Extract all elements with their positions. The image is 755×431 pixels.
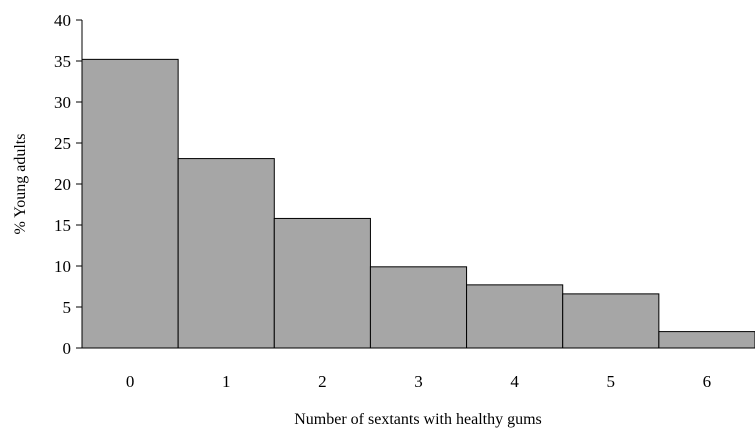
bar-0 [81, 58, 179, 349]
bar-4 [466, 284, 564, 349]
bar-5 [562, 293, 660, 349]
y-axis-ticks: 0 5 10 15 20 25 30 35 40 [54, 11, 82, 358]
bar-3 [369, 266, 468, 349]
x-tick-label: 1 [222, 372, 231, 391]
y-tick-label: 10 [54, 257, 71, 276]
x-tick-label: 3 [414, 372, 423, 391]
y-tick-label: 25 [54, 134, 71, 153]
bar-6 [658, 331, 755, 349]
y-tick-label: 30 [54, 93, 71, 112]
y-tick-label: 20 [54, 175, 71, 194]
x-tick-label: 0 [126, 372, 135, 391]
x-tick-label: 4 [510, 372, 519, 391]
y-tick-label: 35 [54, 52, 71, 71]
x-axis-title: Number of sextants with healthy gums [294, 411, 542, 428]
x-axis-ticks: 0 1 2 3 4 5 6 [126, 372, 711, 391]
bars-group [81, 58, 755, 349]
bar-1 [177, 158, 275, 349]
x-tick-label: 6 [703, 372, 712, 391]
y-tick-label: 0 [63, 339, 72, 358]
y-axis-title: % Young adults [12, 134, 29, 235]
y-tick-label: 15 [54, 216, 71, 235]
x-tick-label: 2 [318, 372, 327, 391]
x-tick-label: 5 [607, 372, 616, 391]
bar-2 [273, 217, 371, 349]
y-tick-label: 40 [54, 11, 71, 30]
y-tick-label: 5 [63, 298, 72, 317]
